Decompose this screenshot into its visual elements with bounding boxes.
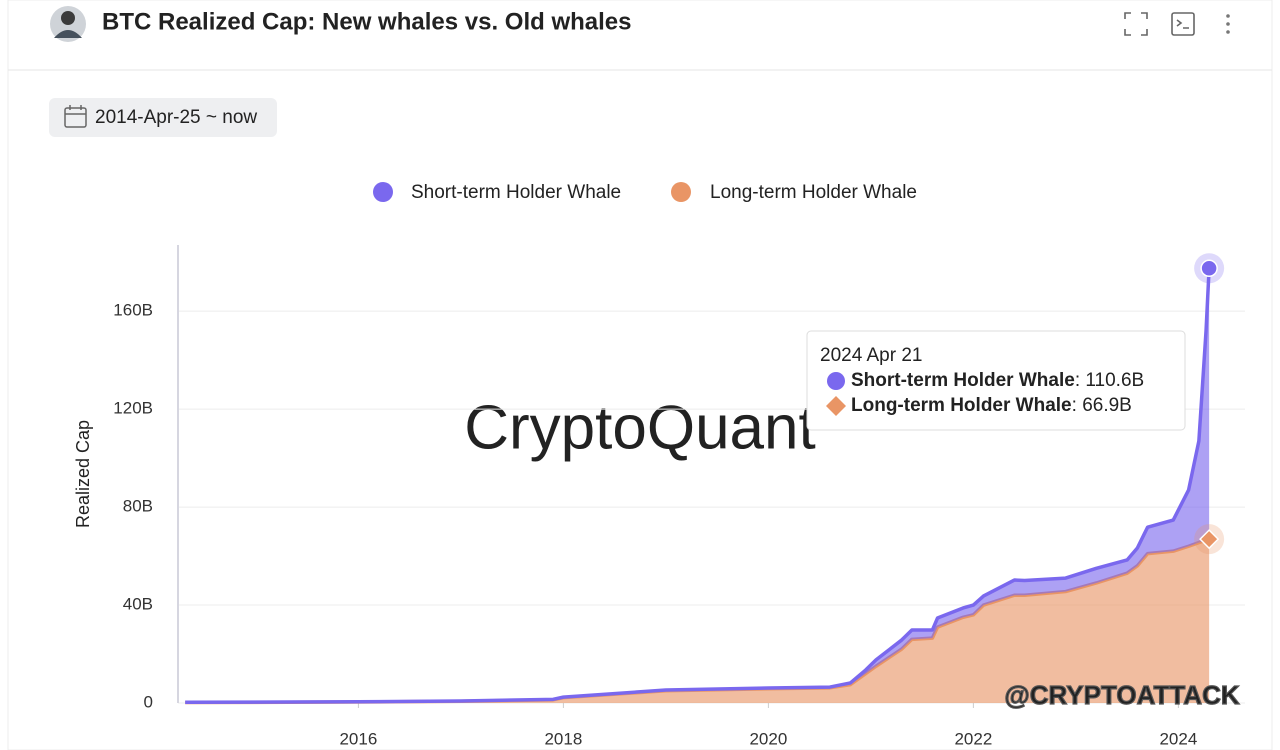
date-filter[interactable]: 2014-Apr-25 ~ now xyxy=(49,98,277,137)
fullscreen-button[interactable] xyxy=(1124,12,1148,36)
x-tick-label: 2016 xyxy=(339,729,377,748)
x-tick-label: 2020 xyxy=(749,729,787,748)
line xyxy=(185,268,1211,705)
legend-swatch xyxy=(671,182,691,202)
y-tick-label: 0 xyxy=(144,692,153,711)
tooltip-swatch xyxy=(826,396,846,416)
tooltip-box xyxy=(806,330,1186,431)
y-tick-label: 160B xyxy=(113,301,153,320)
y-axis-title: Realized Cap xyxy=(73,420,93,528)
tooltip-series: Long-term Holder Whale xyxy=(851,395,1072,416)
date-range: 2014-Apr-25 ~ now xyxy=(95,107,257,128)
watermark: @CRYPTOATTACK xyxy=(1004,680,1239,710)
x-tick-label: 2022 xyxy=(954,729,992,748)
y-tick-label: 40B xyxy=(123,595,153,614)
menu-button[interactable] xyxy=(1226,14,1230,34)
x-tick-label: 2024 xyxy=(1159,729,1197,748)
console-button[interactable] xyxy=(1171,12,1195,36)
tooltip-value: 66.9B xyxy=(1082,395,1132,416)
y-tick-label: 120B xyxy=(113,399,153,418)
tooltip-value: 110.6B xyxy=(1085,370,1144,391)
chart-title: BTC Realized Cap: New whales vs. Old wha… xyxy=(102,8,632,35)
tooltip-separator: : xyxy=(1072,395,1083,416)
tooltip: 2024 Apr 21 Short-term Holder Whale: 110… xyxy=(806,330,1186,431)
area xyxy=(185,539,1210,703)
tooltip-series: Short-term Holder Whale xyxy=(851,370,1075,391)
tooltip-row: Long-term Holder Whale: 66.9B xyxy=(851,395,1132,416)
end-marker xyxy=(1200,259,1218,278)
x-tick-label: 2018 xyxy=(544,729,582,748)
tooltip-title: 2024 Apr 21 xyxy=(820,345,922,366)
end-marker xyxy=(1199,529,1220,550)
legend-swatch xyxy=(373,182,393,202)
y-tick-label: 80B xyxy=(123,497,153,516)
watermark: CryptoQuant xyxy=(464,393,816,462)
avatar xyxy=(50,6,86,42)
tooltip-separator: : xyxy=(1075,370,1086,391)
tooltip-swatch xyxy=(827,372,845,390)
legend-label: Long-term Holder Whale xyxy=(710,182,917,203)
legend-label: Short-term Holder Whale xyxy=(411,182,621,203)
tooltip-row: Short-term Holder Whale: 110.6B xyxy=(851,370,1144,391)
